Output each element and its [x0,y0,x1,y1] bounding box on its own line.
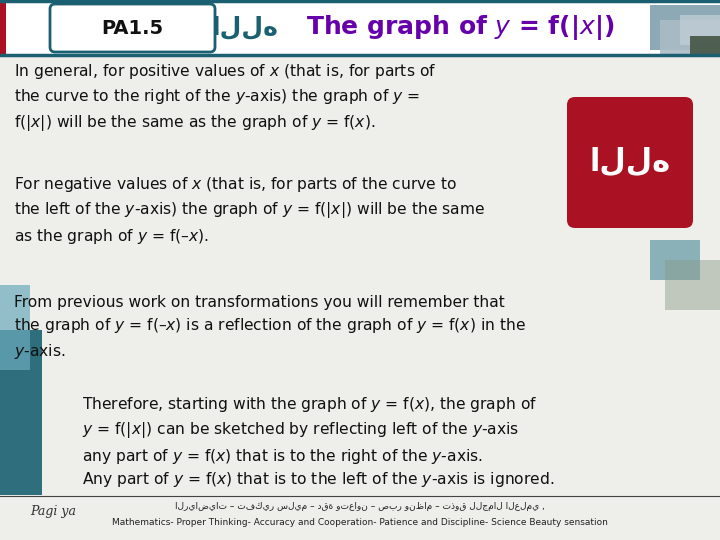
Text: The graph of $y$ = f(|$x$|): The graph of $y$ = f(|$x$|) [306,13,614,42]
Bar [0,285,30,370]
Text: For negative values of $x$ (that is, for parts of the curve to
the left of the $: For negative values of $x$ (that is, for… [14,175,485,246]
Bar [0,330,42,495]
Bar [665,260,720,310]
Text: From previous work on transformations you will remember that
the graph of $y$ = : From previous work on transformations yo… [14,295,526,361]
FancyBboxPatch shape [567,97,693,228]
Bar [660,20,720,55]
Text: PA1.5: PA1.5 [102,18,163,37]
FancyBboxPatch shape [50,4,215,52]
Text: Pagi​ ya: Pagi​ ya [30,505,76,518]
Bar [0,0,6,55]
Text: Mathematics- Proper Thinking- Accuracy and Cooperation- Patience and Discipline-: Mathematics- Proper Thinking- Accuracy a… [112,518,608,527]
Bar [650,5,720,50]
Text: الله: الله [590,148,670,177]
Bar [680,15,720,45]
Text: الله: الله [212,16,279,39]
Bar [0,0,720,55]
Bar [650,240,700,280]
Text: الرياضيات – تفكير سليم – دقة وتعاون – صبر ونظام – تذوق للجمال العلمي ,: الرياضيات – تفكير سليم – دقة وتعاون – صب… [175,502,545,511]
Text: Therefore, starting with the graph of $y$ = f($x$), the graph of
$y$ = f(|$x$|) : Therefore, starting with the graph of $y… [82,395,537,465]
Bar [690,36,720,56]
Text: Any part of $y$ = f($x$) that is to the left of the $y$-axis is ignored.: Any part of $y$ = f($x$) that is to the … [82,470,554,489]
Text: In general, for positive values of $x$ (that is, for parts of
the curve to the r: In general, for positive values of $x$ (… [14,62,436,133]
